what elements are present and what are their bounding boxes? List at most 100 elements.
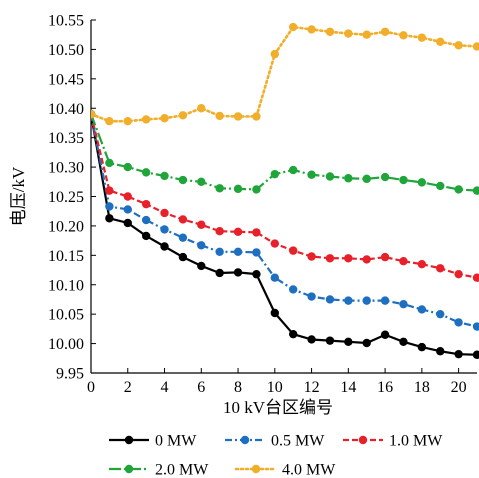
series-line xyxy=(91,113,478,192)
data-point xyxy=(123,205,132,214)
data-point xyxy=(233,227,243,236)
data-point xyxy=(141,215,151,225)
series-line xyxy=(91,113,478,356)
data-point xyxy=(399,337,408,347)
data-point xyxy=(325,27,335,36)
legend-marker xyxy=(124,464,134,474)
data-point xyxy=(454,185,463,194)
data-point xyxy=(160,242,169,251)
series-4-0-mw xyxy=(91,22,479,126)
data-point xyxy=(288,285,298,294)
legend: 0 MW 0.5 MW 1.0 MW 2.0 MW 4.0 MW xyxy=(109,433,443,478)
data-point xyxy=(141,199,151,209)
data-point xyxy=(252,112,261,121)
series-0-mw xyxy=(91,109,479,359)
data-point xyxy=(307,25,316,34)
data-point xyxy=(380,252,390,262)
data-point xyxy=(215,268,224,278)
data-point xyxy=(380,330,390,339)
data-point xyxy=(288,246,298,255)
data-point xyxy=(197,241,206,250)
series-1-0-mw xyxy=(91,109,479,282)
y-tick-label: 10.45 xyxy=(48,71,84,88)
data-point xyxy=(105,214,114,223)
data-point xyxy=(141,115,151,124)
legend-label: 4.0 MW xyxy=(282,462,336,478)
data-point xyxy=(215,111,224,121)
data-point xyxy=(160,114,169,123)
data-point xyxy=(325,295,335,304)
legend-label: 0 MW xyxy=(155,433,197,450)
data-point xyxy=(233,184,243,194)
data-point xyxy=(252,185,261,194)
data-point xyxy=(307,292,316,301)
data-point xyxy=(270,308,280,318)
x-tick-label: 16 xyxy=(377,379,393,396)
legend-marker xyxy=(358,435,368,445)
data-point xyxy=(399,175,408,185)
data-point xyxy=(160,225,169,234)
data-point xyxy=(178,215,188,224)
data-point xyxy=(362,255,371,264)
data-point xyxy=(325,254,335,263)
data-point xyxy=(344,174,353,183)
data-point xyxy=(454,318,463,327)
legend-label: 1.0 MW xyxy=(389,433,443,450)
data-point xyxy=(288,329,298,339)
x-tick-label: 6 xyxy=(197,379,205,396)
data-point xyxy=(362,338,371,348)
data-point xyxy=(362,174,371,184)
data-point xyxy=(123,218,132,228)
data-point xyxy=(288,22,298,32)
legend-entry: 4.0 MW xyxy=(234,462,336,478)
axes: 9.95 10.00 10.05 10.10 10.15 10.20 10.25 10.30 1… xyxy=(48,13,477,396)
x-axis-title: 10 kV台区编号 xyxy=(223,398,333,417)
data-point xyxy=(252,248,261,257)
data-point xyxy=(454,349,463,359)
y-tick-label: 10.25 xyxy=(48,189,84,206)
data-point xyxy=(344,254,353,263)
x-tick-label: 18 xyxy=(414,379,430,396)
x-tick-label: 4 xyxy=(161,379,169,396)
data-point xyxy=(399,257,408,266)
data-point xyxy=(472,42,479,51)
data-point xyxy=(160,208,169,218)
data-point xyxy=(307,335,316,344)
data-point xyxy=(325,336,335,345)
data-point xyxy=(91,109,96,119)
x-tick-label: 10 xyxy=(267,379,283,396)
data-point xyxy=(436,264,445,273)
data-point xyxy=(105,158,114,168)
data-point xyxy=(472,350,479,359)
data-point xyxy=(380,27,390,36)
data-point xyxy=(178,175,188,185)
data-point xyxy=(472,186,479,195)
axis-labels: 电压/kV 10 kV台区编号 xyxy=(9,166,333,417)
data-point xyxy=(215,227,224,236)
data-point xyxy=(307,252,316,261)
data-point xyxy=(178,252,188,262)
y-tick-label: 10.50 xyxy=(48,42,84,59)
data-point xyxy=(472,273,479,282)
data-point xyxy=(141,231,151,241)
data-point xyxy=(105,186,114,195)
data-point xyxy=(325,172,335,181)
legend-marker xyxy=(251,464,261,474)
legend-label: 0.5 MW xyxy=(271,433,325,450)
data-point xyxy=(141,168,151,177)
data-point xyxy=(105,116,114,126)
data-point xyxy=(436,37,445,46)
data-point xyxy=(197,177,206,186)
data-point xyxy=(105,202,114,211)
data-point xyxy=(417,342,427,352)
data-point xyxy=(399,31,408,40)
data-point xyxy=(436,347,445,356)
data-point xyxy=(270,273,280,282)
data-point xyxy=(233,268,243,277)
series-0-5-mw xyxy=(91,109,479,331)
data-point xyxy=(307,170,316,179)
y-tick-label: 10.40 xyxy=(48,101,84,118)
series-layer xyxy=(91,22,479,359)
data-point xyxy=(417,305,427,314)
y-axis-title: 电压/kV xyxy=(9,166,28,226)
